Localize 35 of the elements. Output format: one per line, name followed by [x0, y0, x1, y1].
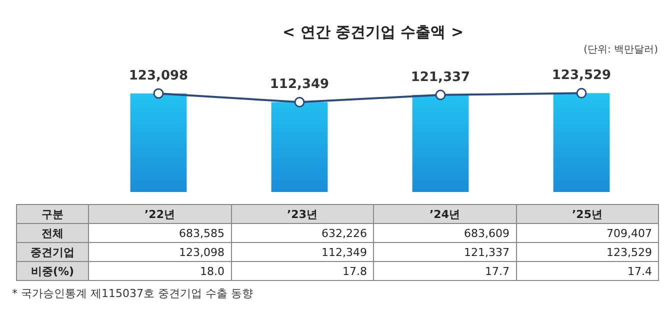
- data-label: 123,098: [88, 242, 231, 262]
- x-tick-label: ’22년: [88, 204, 231, 224]
- x-axis-title: 구분: [16, 204, 88, 224]
- point: [294, 96, 305, 108]
- text: 17.4: [516, 262, 658, 280]
- text: 683,585: [88, 224, 231, 242]
- text: 123,529: [552, 68, 612, 84]
- text: 709,407: [516, 224, 658, 242]
- text: 중견기업: [16, 242, 88, 262]
- bar: [412, 94, 469, 192]
- bar: [271, 102, 328, 192]
- text: * 국가승인통계 제115037호 중견기업 수출 동향: [12, 286, 254, 301]
- chart-subtitle: (단위: 백만달러): [584, 44, 658, 56]
- text: 121,337: [410, 70, 470, 85]
- bar: [553, 93, 610, 192]
- data-label: 112,349: [231, 242, 374, 262]
- text: 683,609: [374, 224, 516, 242]
- text: 17.8: [231, 262, 374, 280]
- chart-title: < 연간 중견기업 수출액 >: [282, 22, 464, 41]
- x-tick-label: ’23년: [231, 204, 374, 224]
- data-label: 123,529: [516, 242, 658, 262]
- point: [435, 90, 446, 100]
- text: 123,098: [128, 68, 188, 84]
- x-tick-label: ’24년: [374, 204, 516, 224]
- data-label: 121,337: [374, 242, 516, 262]
- point: [576, 88, 587, 98]
- text: 17.7: [374, 262, 516, 280]
- x-tick-label: ’25년: [516, 204, 658, 224]
- text: 112,349: [270, 77, 330, 92]
- text: 비중(%): [16, 262, 88, 280]
- text: 632,226: [231, 224, 374, 242]
- bar: [130, 94, 187, 192]
- text: 18.0: [88, 262, 231, 280]
- point: [153, 88, 164, 99]
- text: 전체: [16, 224, 88, 242]
